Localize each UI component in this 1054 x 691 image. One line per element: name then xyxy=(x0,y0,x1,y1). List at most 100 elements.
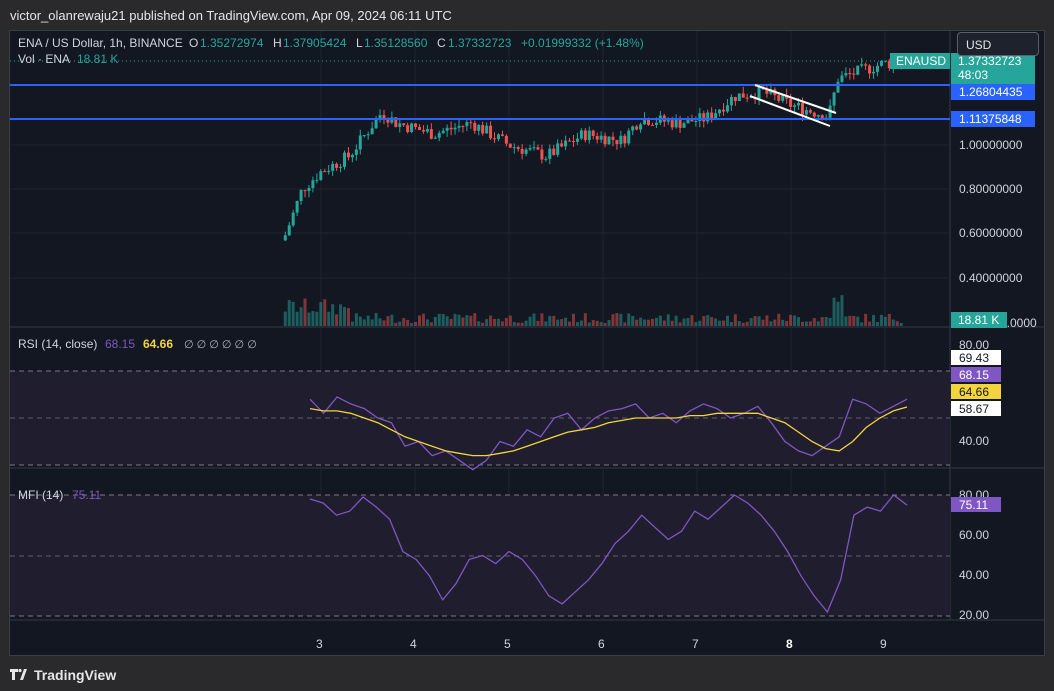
volume-bar xyxy=(571,313,575,326)
volume-bar xyxy=(899,322,903,326)
candle-body xyxy=(722,109,726,112)
candle-body xyxy=(374,118,378,129)
volume-bar xyxy=(812,318,816,326)
volume-bar xyxy=(686,318,690,326)
rsi-badge xyxy=(951,367,1001,382)
volume-bar xyxy=(315,311,319,326)
rsi-badge-text: 69.43 xyxy=(959,351,989,365)
volume-bar xyxy=(457,314,461,326)
candle-body xyxy=(591,130,595,137)
candle-body xyxy=(650,124,654,126)
volume-bar xyxy=(493,319,497,326)
candle-body xyxy=(757,86,761,100)
volume-bar xyxy=(599,322,603,326)
volume-bar xyxy=(670,320,674,326)
legend-open-label: O xyxy=(189,36,198,50)
volume-bar xyxy=(398,321,402,326)
candle-body xyxy=(331,163,335,171)
candle-body xyxy=(548,148,552,159)
volume-bar xyxy=(512,321,516,326)
tradingview-logo-icon xyxy=(10,668,27,680)
candle-body xyxy=(350,154,354,158)
volume-bar xyxy=(465,315,469,326)
legend-high: 1.37905424 xyxy=(283,36,347,50)
candle-body xyxy=(627,130,631,144)
volume-bar xyxy=(852,315,856,326)
rsi-label[interactable]: RSI (14, close) xyxy=(18,337,97,351)
volume-bar xyxy=(718,320,722,326)
mfi-line[interactable] xyxy=(309,494,908,614)
candle-body xyxy=(737,93,741,101)
candle-body xyxy=(860,64,864,66)
volume-bar xyxy=(864,313,868,326)
candle-body xyxy=(453,127,457,130)
volume-bar xyxy=(631,315,635,326)
candle-body xyxy=(718,109,722,114)
rsi-ma-line[interactable] xyxy=(309,406,908,457)
candle-body xyxy=(287,225,291,236)
volume-bar xyxy=(548,315,552,326)
candle-body xyxy=(516,147,520,149)
volume-bar xyxy=(500,321,504,326)
volume-bar xyxy=(508,315,512,326)
volume-bar xyxy=(583,313,587,326)
channel-upper-trendline[interactable] xyxy=(754,84,837,114)
candle-body xyxy=(595,136,599,140)
candle-body xyxy=(674,118,678,128)
volume-bar xyxy=(283,311,287,326)
volume-bar xyxy=(808,321,812,326)
volume-bar xyxy=(875,322,879,326)
volume-bar xyxy=(804,321,808,326)
legend-volume-label[interactable]: Vol · ENA xyxy=(18,52,70,66)
candle-body xyxy=(354,149,358,155)
candle-body xyxy=(568,140,572,142)
candle-body xyxy=(283,235,287,241)
horizontal-grid xyxy=(10,144,950,279)
footer-brand[interactable]: TradingView xyxy=(34,667,117,683)
candle-body xyxy=(504,135,508,144)
currency-button[interactable]: USD xyxy=(957,32,1039,56)
volume-bar xyxy=(386,316,390,326)
volume-bar xyxy=(354,313,358,326)
volume-bar xyxy=(319,302,323,326)
volume-bar xyxy=(816,321,820,326)
candle-body xyxy=(378,115,382,119)
candle-body xyxy=(789,98,793,107)
chart-frame[interactable]: ENA / US Dollar, 1h, BINANCE O 1.3527297… xyxy=(9,30,1045,656)
rsi-badge-text: 58.67 xyxy=(959,402,989,416)
volume-bar xyxy=(682,318,686,326)
volume-badge xyxy=(951,312,1007,328)
candle-body xyxy=(410,123,414,133)
volume-bar xyxy=(741,322,745,326)
legend-low: 1.35128560 xyxy=(364,36,428,50)
volume-bar xyxy=(358,316,362,326)
legend-symbol[interactable]: ENA / US Dollar, 1h, BINANCE xyxy=(18,36,183,50)
chart-canvas[interactable]: ENA / US Dollar, 1h, BINANCE O 1.3527297… xyxy=(10,31,1044,655)
candle-body xyxy=(856,65,860,75)
candle-body xyxy=(311,180,315,188)
channel-lower-trendline[interactable] xyxy=(749,95,831,127)
volume-bar xyxy=(729,322,733,326)
volume-bar xyxy=(433,316,437,326)
volume-bar xyxy=(694,322,698,326)
candle-body xyxy=(579,130,583,139)
volume-bar xyxy=(722,320,726,326)
volume-bar xyxy=(844,316,848,326)
volume-bar xyxy=(575,322,579,326)
volume-bar xyxy=(406,320,410,326)
volume-bar xyxy=(528,316,532,326)
candle-body xyxy=(386,118,390,123)
candle-body xyxy=(793,105,797,107)
candle-body xyxy=(343,152,346,167)
legend-close: 1.37332723 xyxy=(448,36,512,50)
mfi-label[interactable]: MFI (14) xyxy=(18,488,63,502)
legend-low-label: L xyxy=(356,36,363,50)
candle-body xyxy=(804,110,808,115)
volume-bar xyxy=(646,319,650,326)
volume-bar xyxy=(860,322,864,326)
candle-body xyxy=(883,60,887,62)
candle-body xyxy=(346,152,350,158)
volume-bar xyxy=(421,313,425,326)
rsi-line[interactable] xyxy=(309,396,908,471)
price-pane[interactable] xyxy=(10,31,950,326)
